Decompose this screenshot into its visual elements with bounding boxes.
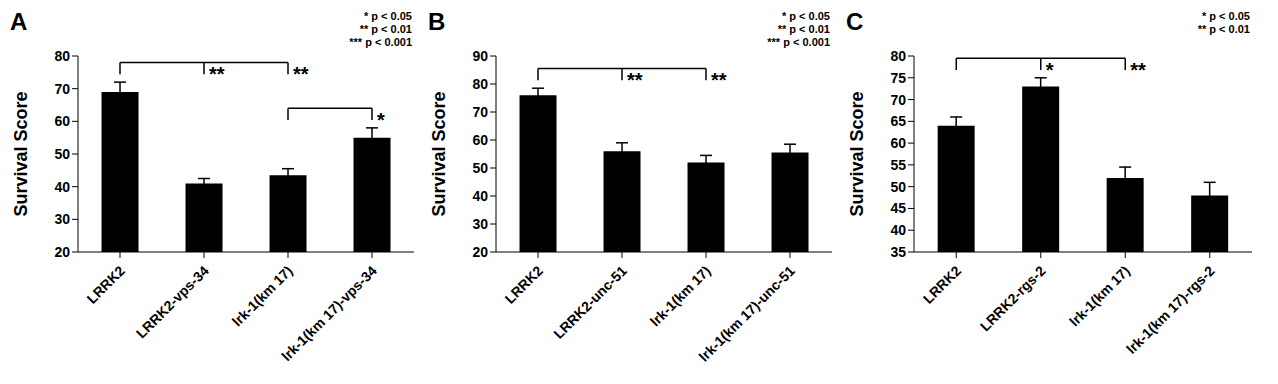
svg-text:20: 20	[472, 244, 488, 260]
svg-text:lrk-1(km 17)-rgs-2: lrk-1(km 17)-rgs-2	[1123, 262, 1218, 357]
svg-text:70: 70	[472, 104, 488, 120]
svg-text:*: *	[377, 109, 385, 131]
svg-text:80: 80	[472, 76, 488, 92]
svg-text:LRRK2: LRRK2	[83, 262, 127, 306]
svg-text:30: 30	[54, 211, 70, 227]
svg-text:**: **	[711, 69, 727, 91]
svg-text:90: 90	[472, 48, 488, 64]
svg-text:40: 40	[890, 222, 906, 238]
html-text:*** p < 0.001: *** p < 0.001	[349, 36, 412, 48]
svg-text:**: **	[627, 69, 643, 91]
svg-text:LRRK2: LRRK2	[920, 262, 964, 306]
html-text:* p < 0.05: * p < 0.05	[364, 10, 412, 22]
svg-text:lrk-1(km 17): lrk-1(km 17)	[1066, 262, 1133, 329]
svg-text:60: 60	[54, 113, 70, 129]
html-text:* p < 0.05: * p < 0.05	[782, 10, 830, 22]
svg-text:20: 20	[54, 244, 70, 260]
html-text:*** p < 0.001: *** p < 0.001	[767, 36, 830, 48]
svg-text:Survival Score: Survival Score	[11, 91, 31, 216]
svg-text:**: **	[209, 63, 225, 85]
svg-text:70: 70	[890, 92, 906, 108]
html-text:** p < 0.01: ** p < 0.01	[777, 23, 830, 35]
svg-text:40: 40	[472, 188, 488, 204]
svg-text:LRRK2: LRRK2	[501, 262, 545, 306]
svg-text:LRRK2-rgs-2: LRRK2-rgs-2	[977, 262, 1049, 334]
svg-text:80: 80	[54, 48, 70, 64]
svg-text:LRRK2-unc-51: LRRK2-unc-51	[550, 262, 630, 342]
svg-text:80: 80	[890, 48, 906, 64]
svg-text:lrk-1(km 17): lrk-1(km 17)	[647, 262, 714, 329]
html-text:* p < 0.05: * p < 0.05	[1202, 10, 1250, 22]
svg-text:lrk-1(km 17): lrk-1(km 17)	[229, 262, 296, 329]
html-text:A: A	[10, 8, 28, 35]
svg-text:50: 50	[472, 160, 488, 176]
html-text:** p < 0.01: ** p < 0.01	[359, 23, 412, 35]
svg-text:30: 30	[472, 216, 488, 232]
svg-text:70: 70	[54, 81, 70, 97]
svg-text:65: 65	[890, 113, 906, 129]
svg-text:60: 60	[472, 132, 488, 148]
svg-text:75: 75	[890, 70, 906, 86]
svg-text:LRRK2-vps-34: LRRK2-vps-34	[133, 262, 212, 341]
svg-text:50: 50	[890, 179, 906, 195]
svg-text:*: *	[1046, 59, 1054, 81]
svg-text:45: 45	[890, 200, 906, 216]
html-text:C: C	[846, 8, 864, 35]
svg-text:40: 40	[54, 179, 70, 195]
svg-text:**: **	[293, 63, 309, 85]
svg-text:50: 50	[54, 146, 70, 162]
svg-text:lrk-1(km 17)-vps-34: lrk-1(km 17)-vps-34	[278, 262, 380, 364]
svg-text:**: **	[1130, 59, 1146, 81]
svg-text:Survival Score: Survival Score	[429, 91, 449, 216]
svg-text:35: 35	[890, 244, 906, 260]
html-text:B: B	[428, 8, 446, 35]
svg-text:60: 60	[890, 135, 906, 151]
html-text:** p < 0.01: ** p < 0.01	[1197, 23, 1250, 35]
svg-text:55: 55	[890, 157, 906, 173]
svg-text:Survival Score: Survival Score	[847, 91, 867, 216]
svg-text:lrk-1(km 17)-unc-51: lrk-1(km 17)-unc-51	[696, 262, 798, 364]
